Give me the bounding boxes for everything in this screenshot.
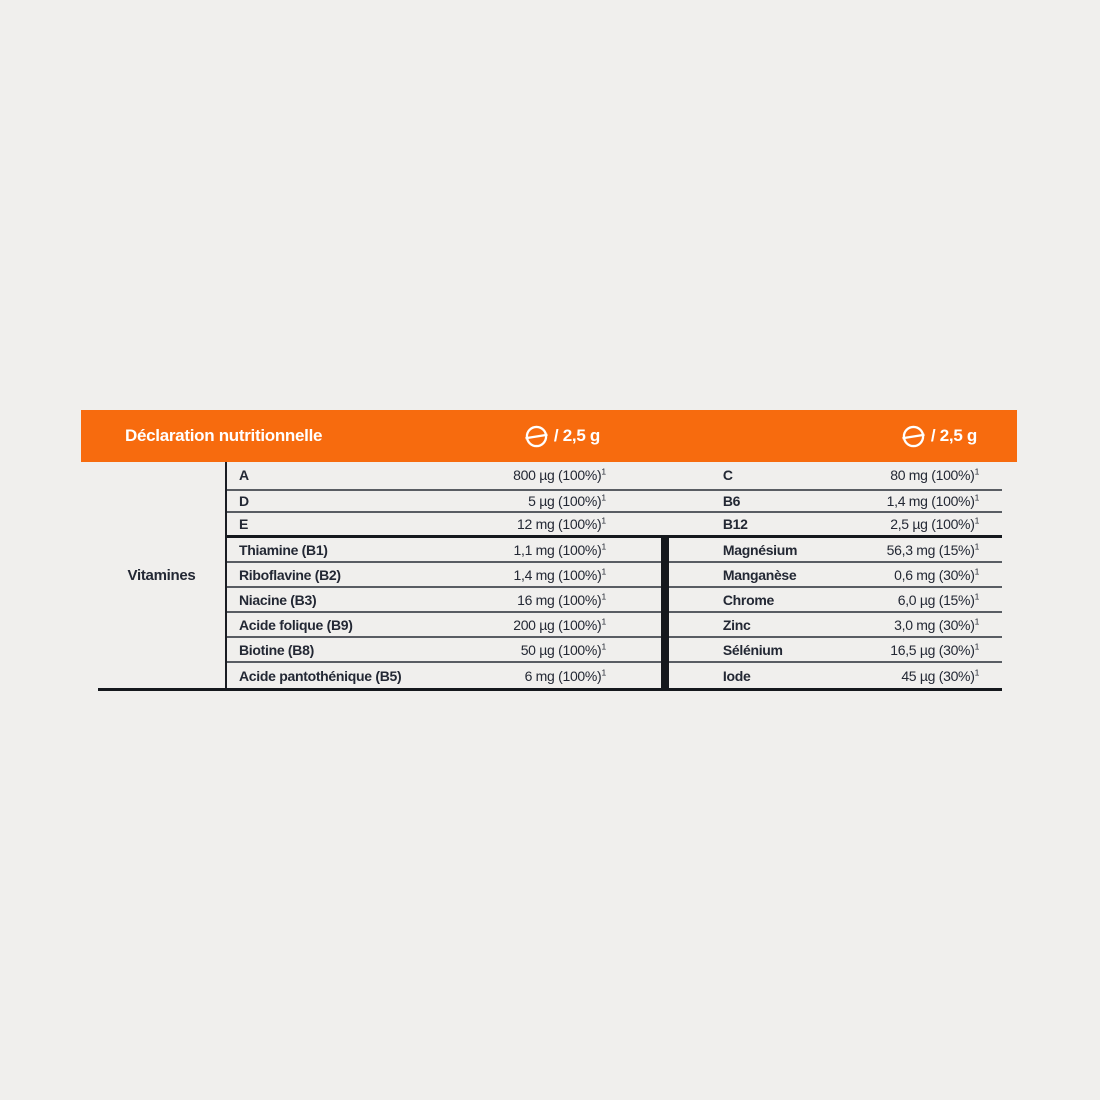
footnote-marker: 1 [974,565,980,576]
nutrient-value: 5 µg (100%)1 [528,491,606,509]
nutrient-name: Riboflavine (B2) [239,566,341,583]
nutrition-table: Vitamines A 800 µg (100%)1 C 80 mg (100%… [98,462,1002,691]
nutrient-name: Biotine (B8) [239,641,314,658]
nutrient-value: 2,5 µg (100%)1 [890,515,980,532]
table-row: Iode 45 µg (30%)1 [669,663,1002,688]
table-content: A 800 µg (100%)1 C 80 mg (100%)1 D 5 µg … [225,462,1002,688]
nutrient-name: E [239,515,249,532]
table-row: Acide folique (B9) 200 µg (100%)1 [227,613,661,638]
b-vitamins-column: Thiamine (B1) 1,1 mg (100%)1 Riboflavine… [227,538,661,688]
footnote-marker: 1 [974,615,980,626]
nutrient-name: Manganèse [722,566,797,583]
table-row: Niacine (B3) 16 mg (100%)1 [227,588,661,613]
nutrient-value: 1,4 mg (100%)1 [886,491,980,509]
nutrient-cell: A 800 µg (100%)1 [227,462,661,489]
nutrient-name: Magnésium [722,541,798,558]
nutrient-name: Chrome [722,591,774,608]
footnote-marker: 1 [601,640,606,651]
footnote-marker: 1 [974,466,980,477]
nutrient-cell: D 5 µg (100%)1 [227,491,661,511]
nutrient-value: 50 µg (100%)1 [520,640,607,658]
table-row: Zinc 3,0 mg (30%)1 [668,613,1002,638]
nutrient-value: 1,4 mg (100%)1 [513,565,607,583]
footnote-marker: 1 [974,666,980,677]
table-row: Biotine (B8) 50 µg (100%)1 [227,638,661,663]
nutrient-cell: E 12 mg (100%)1 [227,513,661,536]
serving-size-left: / 2,5 g [525,410,600,462]
row-group-label: Vitamines [127,566,196,584]
nutrition-header-bar: Déclaration nutritionnelle / 2,5 g / 2,5… [81,410,1017,462]
nutrient-cell: B6 1,4 mg (100%)1 [661,491,1002,511]
footnote-marker: 1 [974,515,980,526]
nutrient-name: Zinc [722,616,751,633]
nutrient-name: Thiamine (B1) [239,541,328,558]
serving-size-label: / 2,5 g [930,426,977,445]
nutrient-name: D [239,492,249,509]
table-row: D 5 µg (100%)1 B6 1,4 mg (100%)1 [227,491,1002,513]
tablet-icon [902,425,925,447]
nutrient-value: 200 µg (100%)1 [513,615,606,633]
footnote-marker: 1 [974,540,980,551]
footnote-marker: 1 [601,565,606,576]
page-title: Déclaration nutritionnelle [125,426,323,445]
serving-size-right: / 2,5 g [902,410,977,462]
footnote-marker: 1 [601,466,606,477]
nutrient-value: 0,6 mg (30%)1 [894,565,980,583]
nutrient-value: 16 mg (100%)1 [517,590,606,608]
nutrient-value: 16,5 µg (30%)1 [890,640,980,658]
footnote-marker: 1 [974,590,980,601]
footnote-marker: 1 [601,590,606,601]
footnote-marker: 1 [601,666,606,677]
nutrient-name: Iode [722,667,751,684]
nutrient-name: B12 [722,515,748,532]
nutrient-name: Sélénium [722,641,783,658]
vitamins-ade-section: A 800 µg (100%)1 C 80 mg (100%)1 D 5 µg … [227,462,1002,538]
nutrient-value: 6,0 µg (15%)1 [897,590,980,608]
footnote-marker: 1 [601,540,606,551]
nutrient-name: A [239,467,249,484]
nutrient-value: 800 µg (100%)1 [513,466,606,484]
nutrient-value: 56,3 mg (15%)1 [886,540,980,558]
nutrient-value: 3,0 mg (30%)1 [894,615,980,633]
row-group-gutter: Vitamines [98,462,225,688]
nutrient-name: B6 [722,492,741,509]
b-vitamins-minerals-section: Thiamine (B1) 1,1 mg (100%)1 Riboflavine… [227,538,1002,688]
nutrient-name: Niacine (B3) [239,591,317,608]
nutrient-cell: B12 2,5 µg (100%)1 [661,513,1002,536]
nutrient-value: 1,1 mg (100%)1 [513,540,607,558]
footnote-marker: 1 [601,615,606,626]
table-row: Chrome 6,0 µg (15%)1 [668,588,1002,613]
footnote-marker: 1 [601,515,606,526]
nutrient-value: 45 µg (30%)1 [901,666,980,684]
nutrient-name: Acide folique (B9) [239,616,353,633]
nutrient-cell: C 80 mg (100%)1 [661,462,1002,489]
table-row: Magnésium 56,3 mg (15%)1 [668,538,1002,563]
nutrient-value: 80 mg (100%)1 [890,466,980,484]
table-row: Sélénium 16,5 µg (30%)1 [668,638,1002,663]
nutrient-name: Acide pantothénique (B5) [239,667,402,684]
footnote-marker: 1 [601,491,606,502]
table-row: Acide pantothénique (B5) 6 mg (100%)1 [227,663,661,688]
table-row: Riboflavine (B2) 1,4 mg (100%)1 [227,563,661,588]
footnote-marker: 1 [974,491,980,502]
table-row: E 12 mg (100%)1 B12 2,5 µg (100%)1 [227,513,1002,536]
table-row: Manganèse 0,6 mg (30%)1 [668,563,1002,588]
footnote-marker: 1 [974,640,980,651]
nutrient-name: C [722,467,733,484]
serving-size-label: / 2,5 g [553,426,600,445]
table-row: A 800 µg (100%)1 C 80 mg (100%)1 [227,462,1002,491]
nutrient-value: 6 mg (100%)1 [524,666,607,684]
section-divider-bar [660,538,669,688]
tablet-icon [525,425,548,447]
minerals-column: Magnésium 56,3 mg (15%)1 Manganèse 0,6 m… [668,538,1002,688]
nutrient-value: 12 mg (100%)1 [517,515,606,532]
table-row: Thiamine (B1) 1,1 mg (100%)1 [227,538,661,563]
